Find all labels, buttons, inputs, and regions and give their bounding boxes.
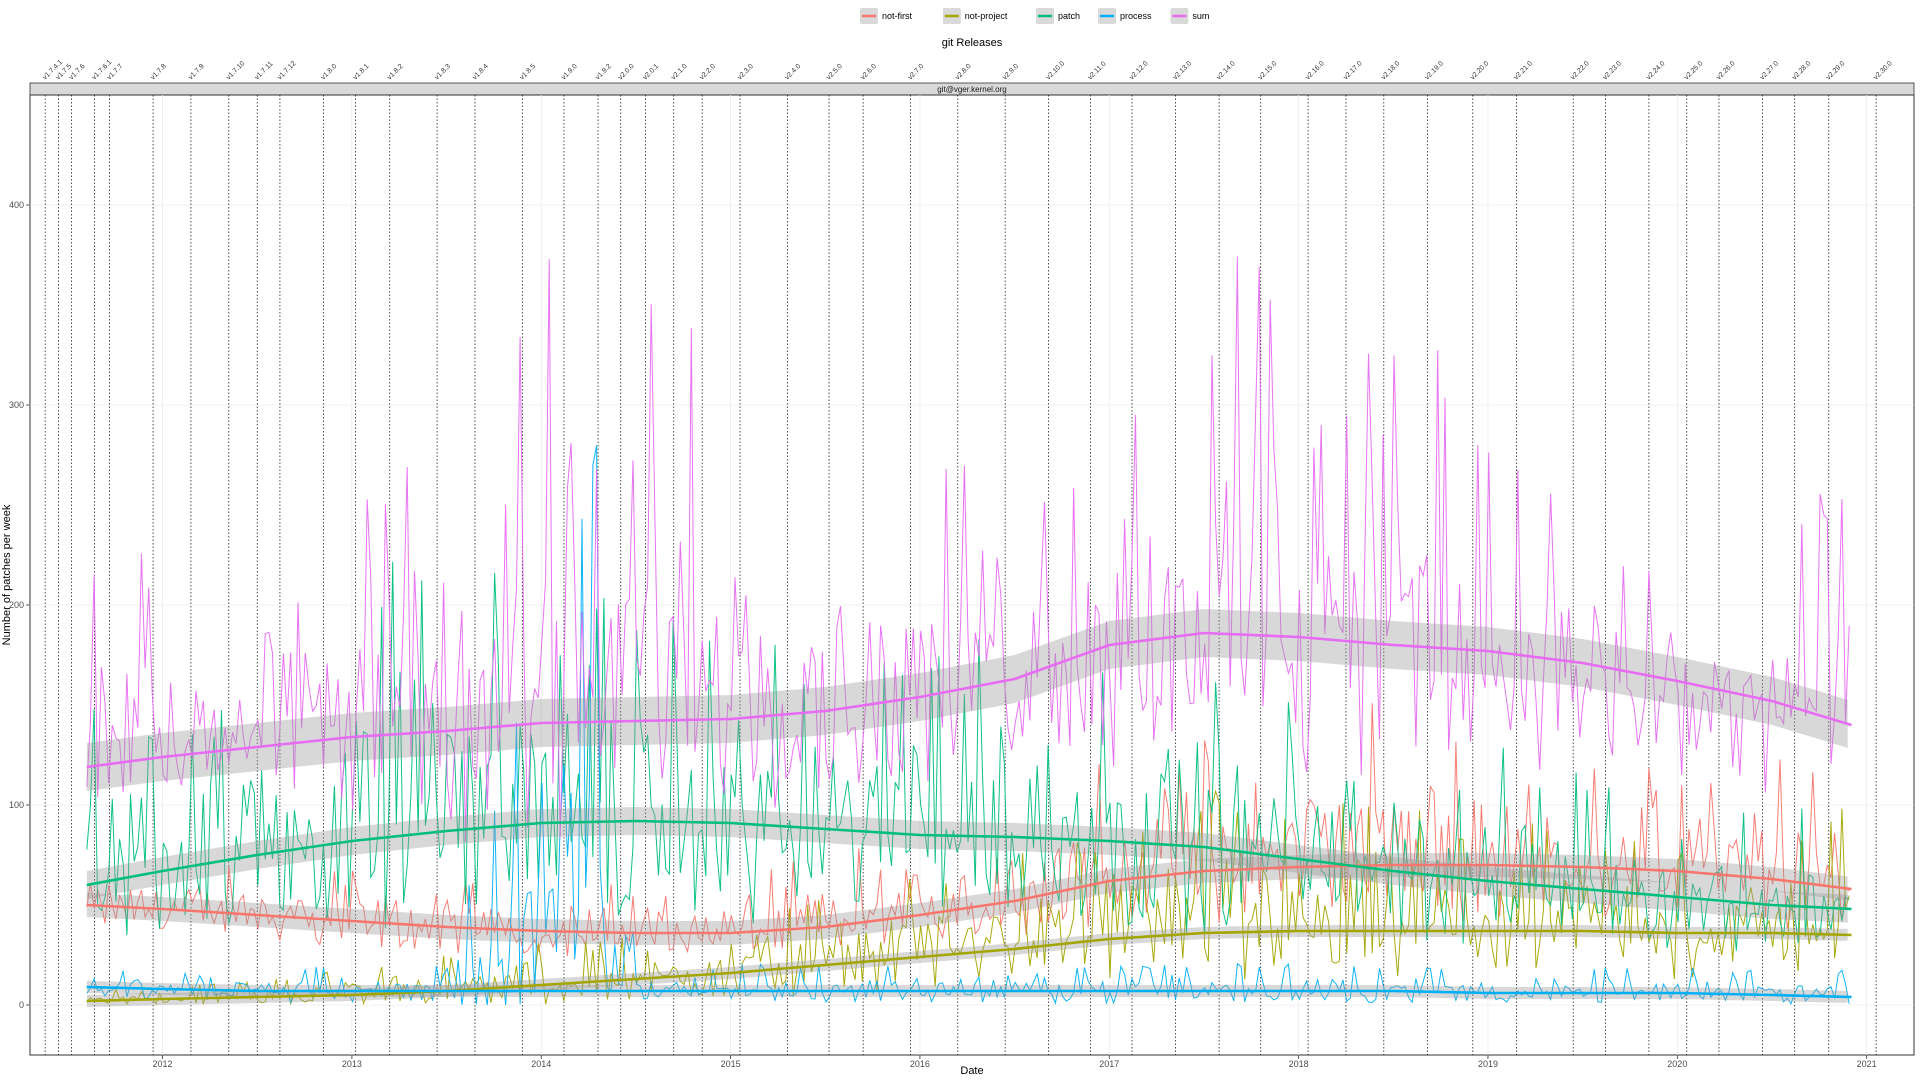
release-label: v2.8.0 (954, 63, 973, 82)
release-label: v2.0.0 (617, 63, 636, 82)
release-label: v2.26.0 (1715, 60, 1736, 81)
release-label: v2.1.0 (670, 63, 689, 82)
release-label: v2.12.0 (1128, 60, 1149, 81)
weekly-line-sum (86, 256, 1850, 842)
release-label: v1.7.11 (254, 61, 275, 82)
release-label: v1.8.3 (434, 63, 453, 82)
release-label: v2.4.0 (784, 63, 803, 82)
confidence-band-patch (86, 807, 1848, 923)
x-tick-label: 2020 (1667, 1059, 1687, 1069)
trend-line-patch (86, 819, 1852, 911)
y-tick-label: 300 (9, 400, 24, 410)
y-tick-label: 200 (9, 600, 24, 610)
release-labels: v1.7.4.1v1.7.5v1.7.6 v1.7.6.1v1.7.7 v1.7.8… (42, 59, 1894, 82)
release-label: v1.8.5 (519, 63, 538, 82)
release-label: v1.7.12 (276, 60, 297, 81)
release-label: v2.20.0 (1469, 60, 1490, 81)
release-label: v1.8.4 (471, 63, 490, 82)
trend-line-not-first (86, 863, 1852, 935)
release-label: v2.18.0 (1380, 60, 1401, 81)
release-label: v2.2.0 (699, 63, 718, 82)
legend-label-sum: sum (1192, 11, 1209, 21)
legend-label-not-first: not-first (882, 11, 913, 21)
chart-title: git Releases (942, 37, 1003, 49)
release-label: v2.30.0 (1873, 60, 1894, 81)
x-tick-label: 2017 (1099, 1059, 1119, 1069)
x-tick-label: 2018 (1289, 1059, 1309, 1069)
release-label: v2.5.0 (826, 63, 845, 82)
release-label: v1.9.0 (560, 63, 579, 82)
trend-line-process (86, 985, 1852, 999)
release-label: v2.27.0 (1759, 60, 1780, 81)
x-tick-label: 2015 (721, 1059, 741, 1069)
release-label: v1.8.2 (386, 63, 405, 82)
x-tick-label: 2021 (1857, 1059, 1877, 1069)
release-lines (44, 95, 1877, 1055)
release-label: v1.9.2 (595, 63, 614, 82)
trend-line-not-project (86, 929, 1852, 1003)
confidence-band-sum (86, 609, 1848, 791)
release-label: v2.9.0 (1002, 63, 1021, 82)
legend-label-process: process (1120, 11, 1152, 21)
plot-panel (29, 94, 1915, 1056)
y-tick-label: 0 (19, 1000, 24, 1010)
release-label: v2.22.0 (1570, 60, 1591, 81)
release-label: v2.28.0 (1791, 60, 1812, 81)
release-label: v2.3.0 (737, 63, 756, 82)
release-label: v2.25.0 (1683, 60, 1704, 81)
confidence-band-not-first (86, 853, 1848, 945)
legend-label-not-project: not-project (965, 11, 1008, 21)
release-label: v2.23.0 (1602, 60, 1623, 81)
release-label: v2.10.0 (1045, 60, 1066, 81)
weekly-line-not-first (86, 703, 1850, 957)
release-label: v2.29.0 (1825, 60, 1846, 81)
x-tick-label: 2016 (910, 1059, 930, 1069)
release-label: v1.8.0 (320, 63, 339, 82)
x-tick-label: 2012 (153, 1059, 173, 1069)
release-label: v2.15.0 (1257, 60, 1278, 81)
y-axis: 0 100 200 300 400 (9, 200, 30, 1010)
release-label: v2.7.0 (907, 63, 926, 82)
release-label: v2.6.0 (860, 63, 879, 82)
y-tick-label: 100 (9, 800, 24, 810)
x-tick-label: 2013 (342, 1059, 362, 1069)
legend-label-patch: patch (1058, 11, 1080, 21)
x-axis: 2012 2013 2014 2015 2016 2017 2018 2019 2020 2021 (153, 1055, 1877, 1069)
trend-line-sum (86, 631, 1852, 769)
release-label: v2.17.0 (1342, 60, 1363, 81)
x-tick-label: 2019 (1478, 1059, 1498, 1069)
release-label: v1.7.10 (225, 60, 246, 81)
release-label: v2.19.0 (1424, 60, 1445, 81)
x-axis-title: Date (960, 1065, 983, 1077)
release-label: v2.13.0 (1172, 60, 1193, 81)
release-label: v2.24.0 (1645, 60, 1666, 81)
x-tick-label: 2014 (531, 1059, 551, 1069)
release-label: v2.0.1 (642, 63, 661, 82)
facet-label: git@vger.kernel.org (937, 85, 1007, 94)
release-label: v2.16.0 (1305, 60, 1326, 81)
y-axis-title: Number of patches per week (1, 504, 13, 645)
release-label: v1.7.8 (150, 63, 169, 82)
release-label: v2.21.0 (1513, 60, 1534, 81)
release-label: v1.8.1 (352, 63, 371, 82)
release-label: v2.14.0 (1216, 60, 1237, 81)
y-tick-label: 400 (9, 200, 24, 210)
trend-lines (86, 631, 1852, 1003)
release-label: v2.11.0 (1087, 61, 1108, 82)
release-label: v1.7.9 (187, 63, 206, 82)
legend: not-first not-project patch process sum (860, 8, 1209, 24)
